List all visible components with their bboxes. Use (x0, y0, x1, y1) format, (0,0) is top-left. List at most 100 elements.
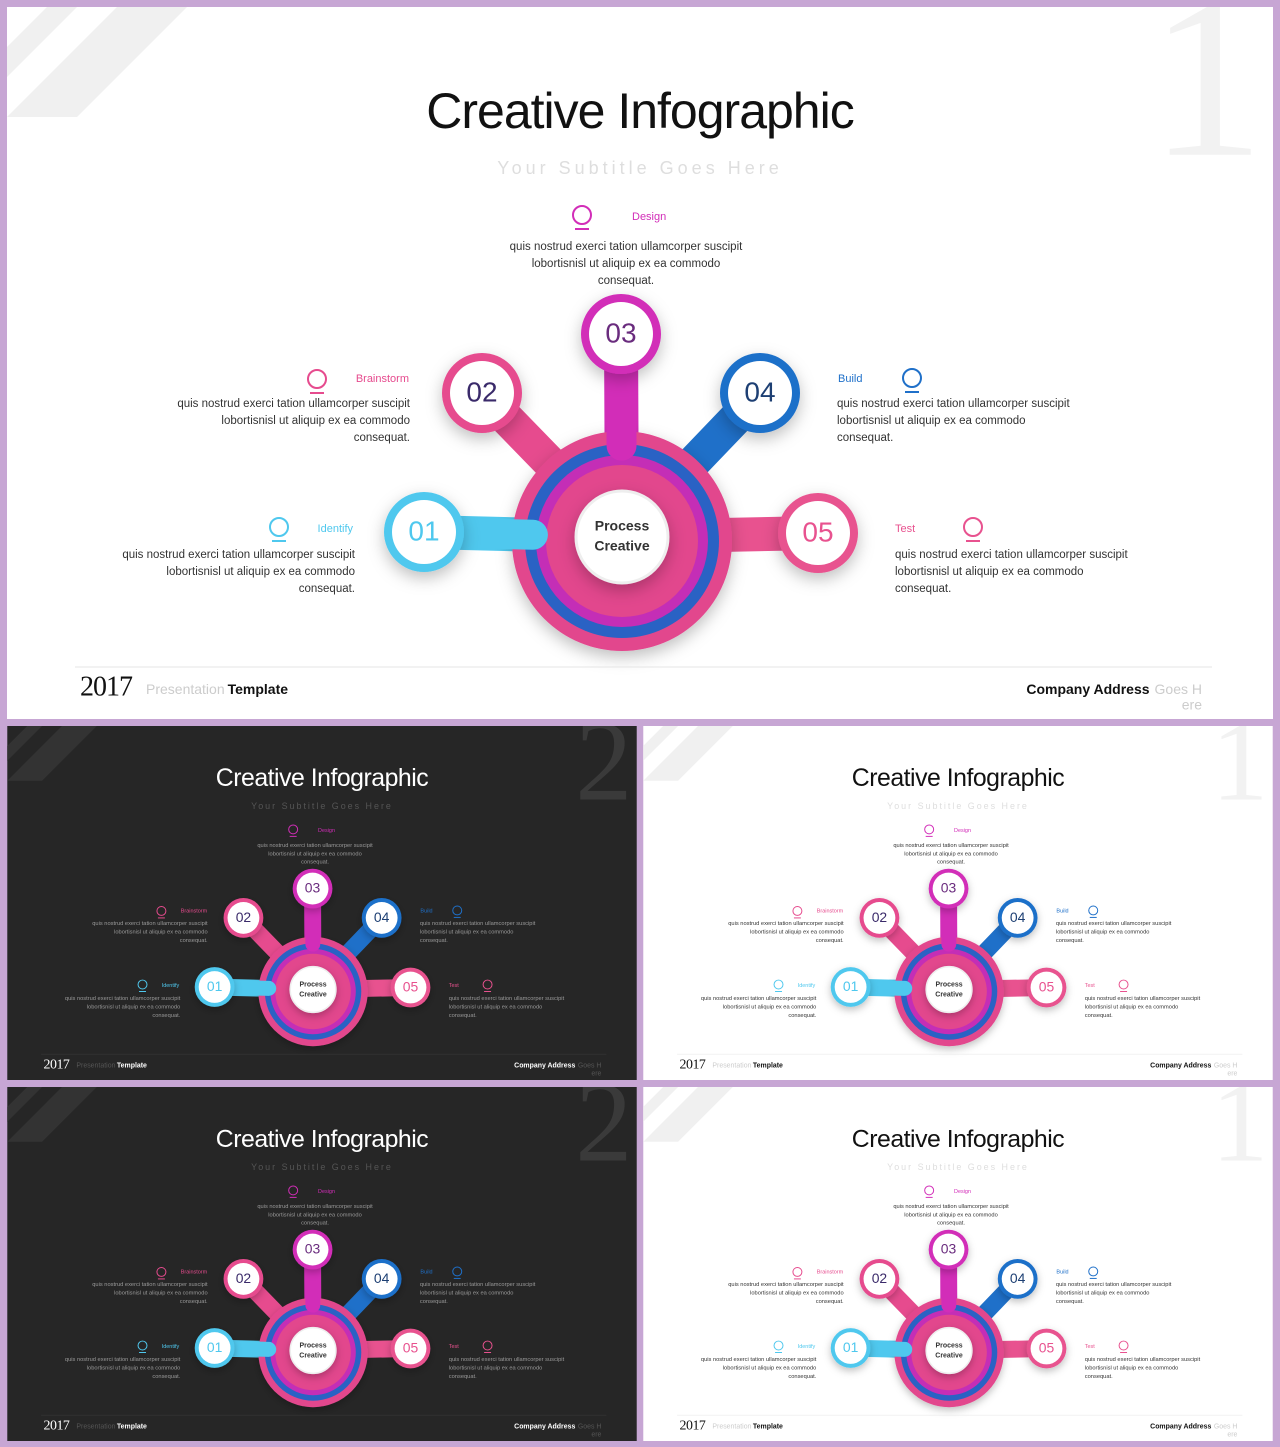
step-text: quis nostrud exerci tation ullamcorper s… (728, 921, 844, 927)
step-number: 03 (941, 1241, 957, 1257)
center-label: Process (936, 1342, 963, 1349)
step-label: Identify (798, 1344, 816, 1350)
step-text: consequat. (420, 938, 448, 944)
step-label: Design (318, 828, 335, 834)
step-number: 02 (236, 909, 252, 925)
footer-company-rest: Goes H (1214, 1062, 1238, 1069)
title: Creative Infographic (426, 83, 853, 139)
step-label: Test (1085, 1344, 1095, 1350)
slide-thumb[interactable]: 1 Creative Infographic Your Subtitle Goes … (643, 1087, 1273, 1441)
footer-left: PresentationTemplate (76, 1423, 147, 1430)
step-number: 05 (802, 516, 833, 547)
step-icon (156, 905, 167, 919)
icon-shape (156, 1266, 167, 1277)
step-label: Brainstorm (356, 373, 409, 385)
step-number: 01 (207, 1339, 223, 1355)
step-text: quis nostrud exerci tation ullamcorper s… (92, 921, 208, 927)
footer-company: Company Address (1026, 681, 1149, 697)
step-number: 01 (207, 978, 223, 994)
step-text: quis nostrud exerci tation ullamcorper s… (420, 921, 536, 927)
footer-company: Company Address (1150, 1062, 1211, 1069)
step-text: quis nostrud exerci tation ullamcorper s… (1056, 921, 1172, 927)
step-number: 02 (872, 1270, 888, 1286)
step-icon (572, 205, 592, 230)
slide-thumb[interactable]: 2 Creative Infographic Your Subtitle Goes … (7, 726, 637, 1080)
step-icon (137, 1340, 148, 1353)
center-disc (925, 965, 973, 1014)
center-label: Process (300, 1342, 327, 1349)
footer-template: Template (228, 681, 289, 697)
step-node-inner (728, 361, 792, 425)
step-text: quis nostrud exerci tation ullamcorper s… (510, 241, 743, 253)
step-label: Brainstorm (817, 1269, 844, 1275)
step-text: consequat. (1056, 1299, 1084, 1305)
step-text: consequat. (180, 938, 208, 944)
step-node-inner (863, 902, 896, 934)
step-text: lobortisnisl ut aliquip ex ea commodo (532, 258, 721, 270)
step-text: quis nostrud exerci tation ullamcorper s… (893, 843, 1009, 849)
subtitle: Your Subtitle Goes Here (497, 158, 782, 178)
step-text: lobortisnisl ut aliquip ex ea commodo (723, 1365, 817, 1371)
step-text: lobortisnisl ut aliquip ex ea commodo (114, 1290, 208, 1296)
step-text: lobortisnisl ut aliquip ex ea commodo (420, 1290, 514, 1296)
step-text: lobortisnisl ut aliquip ex ea commodo (904, 1212, 998, 1218)
slide-thumb[interactable]: 2 Creative Infographic Your Subtitle Goes … (7, 1087, 637, 1441)
step-text: quis nostrud exerci tation ullamcorper s… (728, 1282, 844, 1288)
step-text: lobortisnisl ut aliquip ex ea commodo (449, 1004, 543, 1010)
step-icon (156, 1266, 167, 1280)
footer-right: Company Address Goes H (514, 1062, 601, 1069)
step-text: consequat. (1085, 1374, 1113, 1380)
step-text: quis nostrud exerci tation ullamcorper s… (1056, 1282, 1172, 1288)
icon-shape (307, 369, 327, 389)
step-label: Design (954, 1189, 971, 1195)
step-text: lobortisnisl ut aliquip ex ea commodo (750, 1290, 844, 1296)
icon-shape (1118, 1340, 1129, 1351)
footer-company-rest: Goes H (578, 1423, 602, 1430)
step-text: consequat. (180, 1299, 208, 1305)
slide-thumb[interactable]: 1 Creative Infographic Your Subtitle Goes … (643, 726, 1273, 1080)
step-icon (924, 824, 935, 837)
step-text: lobortisnisl ut aliquip ex ea commodo (750, 929, 844, 935)
step-label: Design (954, 828, 971, 834)
corner-stripe (7, 726, 97, 781)
subtitle: Your Subtitle Goes Here (887, 1162, 1029, 1172)
footer-company-rest: Goes H (578, 1062, 602, 1069)
step-text: consequat. (837, 432, 893, 444)
step-text: lobortisnisl ut aliquip ex ea commodo (268, 1212, 362, 1218)
step-icon (1088, 905, 1099, 918)
icon-shape (482, 979, 493, 990)
step-number: 02 (872, 909, 888, 925)
step-text: quis nostrud exerci tation ullamcorper s… (1085, 1357, 1201, 1363)
step-number: 02 (466, 376, 497, 407)
step-node-inner (450, 361, 514, 425)
step-text: consequat. (816, 938, 844, 944)
subtitle: Your Subtitle Goes Here (251, 801, 393, 811)
corner-stripe (643, 1087, 733, 1142)
step-label: Test (1085, 983, 1095, 989)
center-label: Process (300, 981, 327, 988)
step-text: lobortisnisl ut aliquip ex ea commodo (837, 415, 1026, 427)
step-node-inner (932, 1233, 965, 1266)
footer-template: Template (753, 1062, 783, 1069)
icon-shape (924, 1185, 935, 1196)
step-text: lobortisnisl ut aliquip ex ea commodo (449, 1365, 543, 1371)
footer-right: Company Address Goes H (1150, 1423, 1237, 1430)
step-node-inner (296, 1233, 329, 1266)
step-icon (773, 979, 784, 992)
step-icon (963, 517, 983, 542)
step-node-inner (365, 1263, 398, 1295)
icon-shape (1088, 1266, 1099, 1277)
step-number: 04 (744, 376, 775, 407)
footer-right: Company Address Goes H (514, 1423, 601, 1430)
corner-stripe (7, 7, 187, 117)
footer-presentation: Presentation (76, 1423, 115, 1430)
step-node-inner (198, 971, 231, 1003)
center-disc (289, 1326, 337, 1375)
step-text: quis nostrud exerci tation ullamcorper s… (257, 843, 373, 849)
step-text: consequat. (301, 1221, 329, 1227)
icon-shape (452, 1266, 463, 1277)
icon-shape (924, 824, 935, 835)
icon-shape (963, 517, 983, 537)
step-text: consequat. (152, 1013, 180, 1019)
footer-presentation: Presentation (146, 681, 225, 697)
